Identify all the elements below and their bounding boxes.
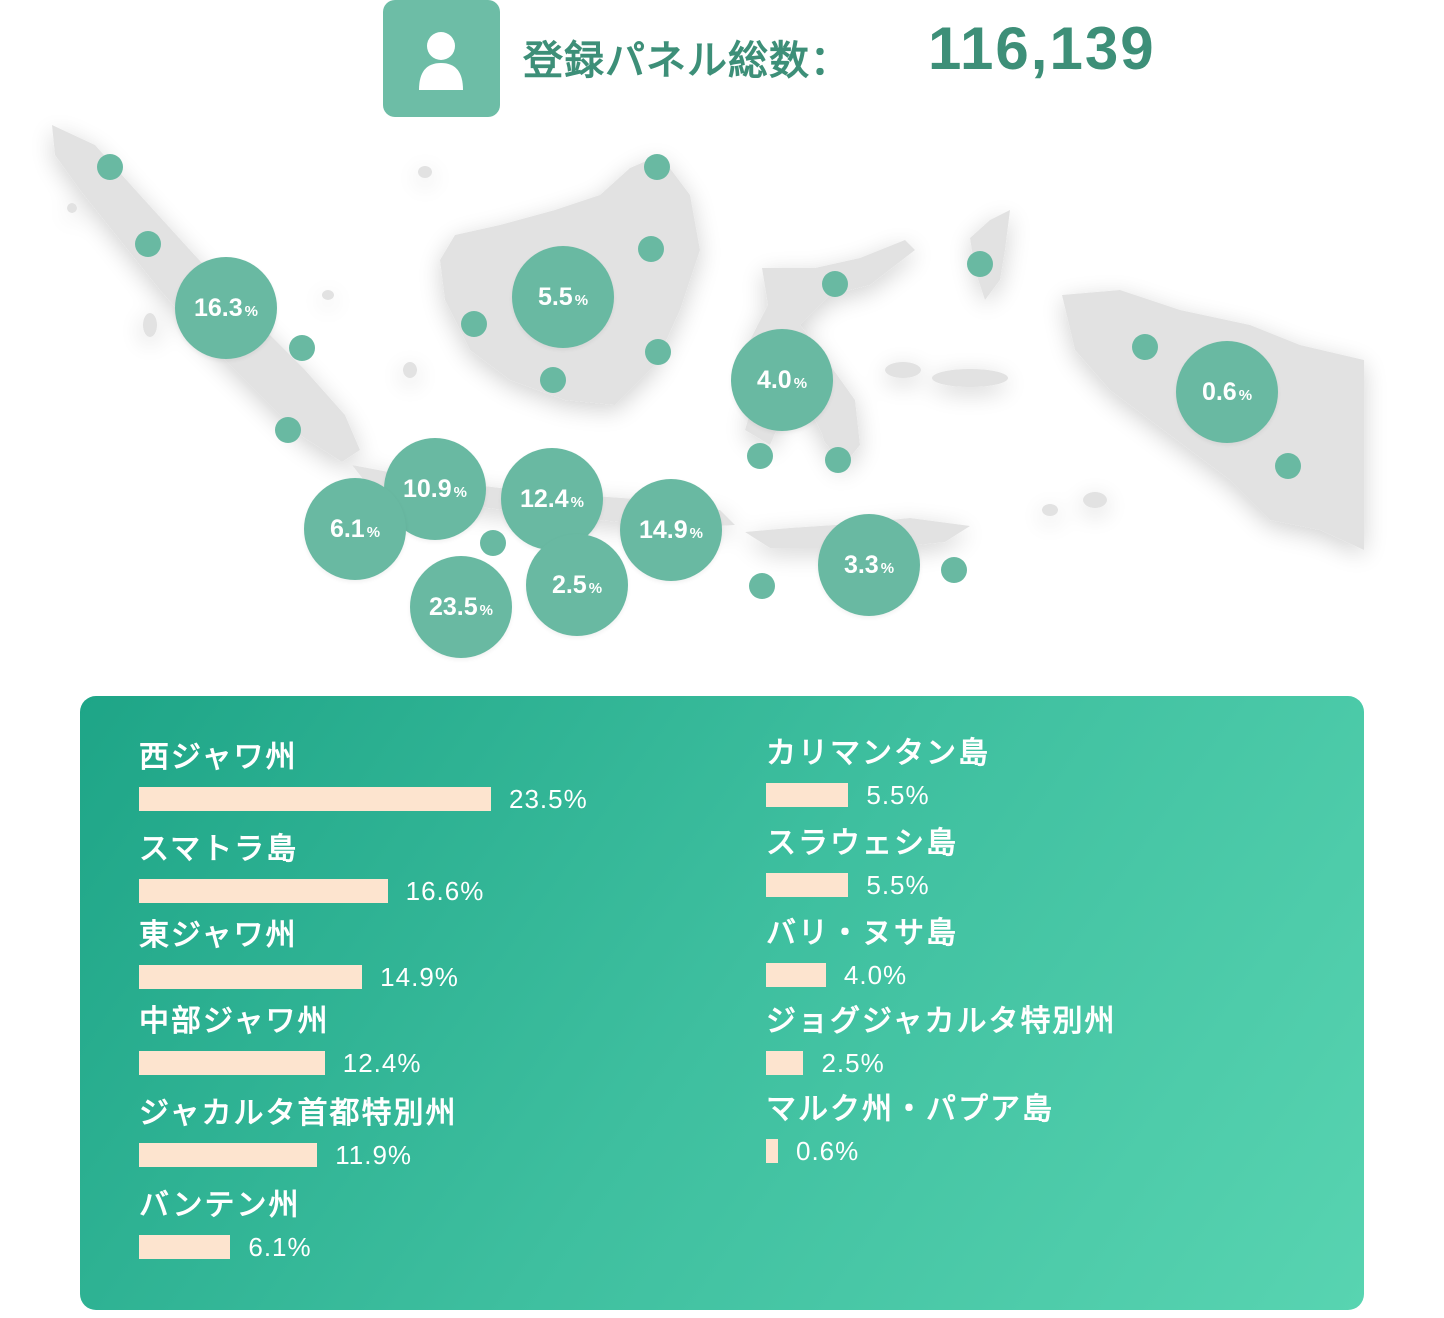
location-dot [461,311,487,337]
share-value: 14.9% [380,961,459,992]
share-bar [139,1235,231,1259]
location-dot [1132,334,1158,360]
share-bar [139,1051,325,1075]
bubble-sumatra: 16.3% [175,257,277,359]
bubble-yogyakarta: 2.5% [526,534,628,636]
share-bar [139,879,388,903]
buru-island [885,362,921,378]
bubble-sulawesi: 4.0% [731,329,833,431]
location-dot [275,417,301,443]
location-dot [1275,453,1301,479]
region-item: バンテン州 6.1% [139,1186,312,1262]
location-dot [540,367,566,393]
seram-island [932,369,1008,387]
bubble-bali-nusa: 3.3% [818,514,920,616]
region-name: カリマンタン島 [766,736,990,771]
location-dot [97,154,123,180]
location-dot [644,154,670,180]
share-bar [766,1139,778,1163]
region-name: バリ・ヌサ島 [766,916,958,951]
bubble-west-java: 23.5% [410,556,512,658]
share-value: 0.6% [796,1135,860,1166]
location-dot [825,447,851,473]
region-item: ジョグジャカルタ特別州 2.5% [766,1002,1117,1078]
share-value: 12.4% [342,1047,422,1078]
sulawesi-island [745,240,915,470]
share-bar [766,1051,804,1075]
region-item: 中部ジャワ州 12.4% [139,1002,421,1078]
location-dot [645,339,671,365]
share-value: 16.6% [405,875,485,906]
region-share-panel: 西ジャワ州 23.5% スマトラ島 16.6% 東ジャワ州 14.9% 中部ジャワ州 12.4… [80,696,1364,1310]
region-item: スマトラ島 16.6% [139,830,484,906]
share-bar [766,783,849,807]
location-dot [480,530,506,556]
total-panel-label: 登録パネル総数： [523,38,851,84]
share-value: 11.9% [335,1139,413,1170]
location-dot [749,573,775,599]
share-value: 6.1% [248,1231,312,1262]
share-value: 5.5% [866,779,930,810]
region-name: スマトラ島 [139,832,299,867]
region-name: スラウェシ島 [766,826,958,861]
region-item: カリマンタン島 5.5% [766,734,990,810]
region-item: スラウェシ島 5.5% [766,824,958,900]
bubble-central-java: 12.4% [501,448,603,550]
share-value: 4.0% [843,959,908,990]
region-name: 西ジャワ州 [139,740,298,775]
region-item: バリ・ヌサ島 4.0% [766,914,958,990]
user-icon [383,0,500,117]
share-value: 23.5% [509,783,588,814]
share-bar [139,787,491,811]
location-dot [967,251,993,277]
share-bar [139,1143,318,1167]
region-name: マルク州・パプア島 [766,1092,1054,1127]
region-name: ジョグジャカルタ特別州 [766,1004,1117,1039]
location-dot [289,335,315,361]
region-item: 西ジャワ州 23.5% [139,738,588,814]
bubble-kalimantan: 5.5% [512,246,614,348]
total-panel-count: 116,139 [928,15,1156,82]
region-item: 東ジャワ州 14.9% [139,916,459,992]
share-value: 5.5% [866,869,930,900]
region-name: 東ジャワ州 [139,918,298,953]
location-dot [941,557,967,583]
region-name: バンテン州 [139,1188,301,1223]
region-name: 中部ジャワ州 [139,1004,330,1039]
location-dot [135,231,161,257]
bubble-banten: 6.1% [304,478,406,580]
region-name: ジャカルタ首都特別州 [139,1096,458,1131]
location-dot [747,443,773,469]
indonesia-map: 16.3% 5.5% 4.0% 0.6% 10.9% 6.1% 12.4% 14… [0,100,1444,680]
bubble-papua: 0.6% [1176,341,1278,443]
region-item: マルク州・パプア島 0.6% [766,1090,1054,1166]
share-bar [766,873,849,897]
region-item: ジャカルタ首都特別州 11.9% [139,1094,458,1170]
location-dot [638,236,664,262]
share-bar [139,965,363,989]
bubble-east-java: 14.9% [620,479,722,581]
location-dot [822,271,848,297]
share-value: 2.5% [821,1047,885,1078]
share-bar [766,963,826,987]
